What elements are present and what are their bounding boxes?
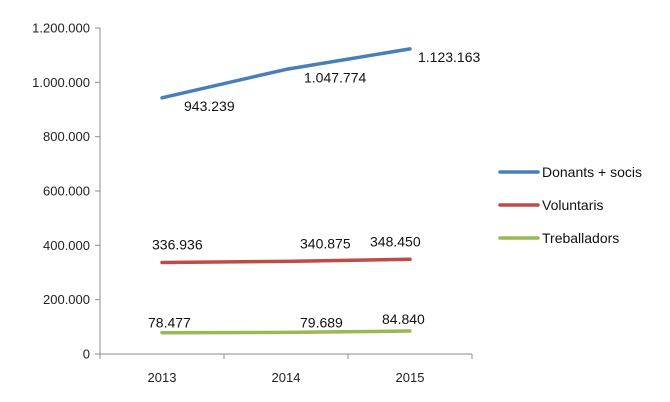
legend-label: Donants + socis bbox=[542, 164, 642, 180]
data-label: 78.477 bbox=[148, 315, 191, 331]
data-label: 340.875 bbox=[300, 235, 351, 251]
series-lines bbox=[160, 47, 412, 335]
data-label: 84.840 bbox=[382, 311, 425, 327]
data-label: 943.239 bbox=[184, 98, 235, 114]
series-line-0 bbox=[160, 47, 412, 100]
data-label: 1.123.163 bbox=[418, 49, 480, 65]
x-tick-label: 2014 bbox=[272, 370, 301, 385]
y-tick-label: 800.000 bbox=[43, 129, 90, 144]
axes: 0 200.000 400.000 600.000 800.000 1.000.000 1.… bbox=[32, 21, 473, 385]
y-tick-label: 1.200.000 bbox=[32, 21, 90, 36]
y-tick-label: 200.000 bbox=[43, 292, 90, 307]
series-line-2 bbox=[160, 329, 412, 335]
data-label: 336.936 bbox=[152, 236, 203, 252]
y-tick-label: 0 bbox=[83, 347, 90, 362]
legend-label: Voluntaris bbox=[542, 197, 603, 213]
legend-label: Treballadors bbox=[542, 230, 619, 246]
data-labels: 943.239 1.047.774 1.123.163 336.936 340.875 3… bbox=[148, 49, 480, 331]
y-tick-label: 600.000 bbox=[43, 184, 90, 199]
x-tick-label: 2015 bbox=[396, 370, 425, 385]
data-label: 79.689 bbox=[300, 314, 343, 330]
series-line-1 bbox=[160, 257, 412, 265]
legend: Donants + socis Voluntaris Treballadors bbox=[498, 164, 642, 246]
y-tick-label: 400.000 bbox=[43, 238, 90, 253]
x-tick-label: 2013 bbox=[148, 370, 177, 385]
data-label: 348.450 bbox=[370, 233, 421, 249]
data-label: 1.047.774 bbox=[304, 69, 366, 85]
y-tick-label: 1.000.000 bbox=[32, 75, 90, 90]
